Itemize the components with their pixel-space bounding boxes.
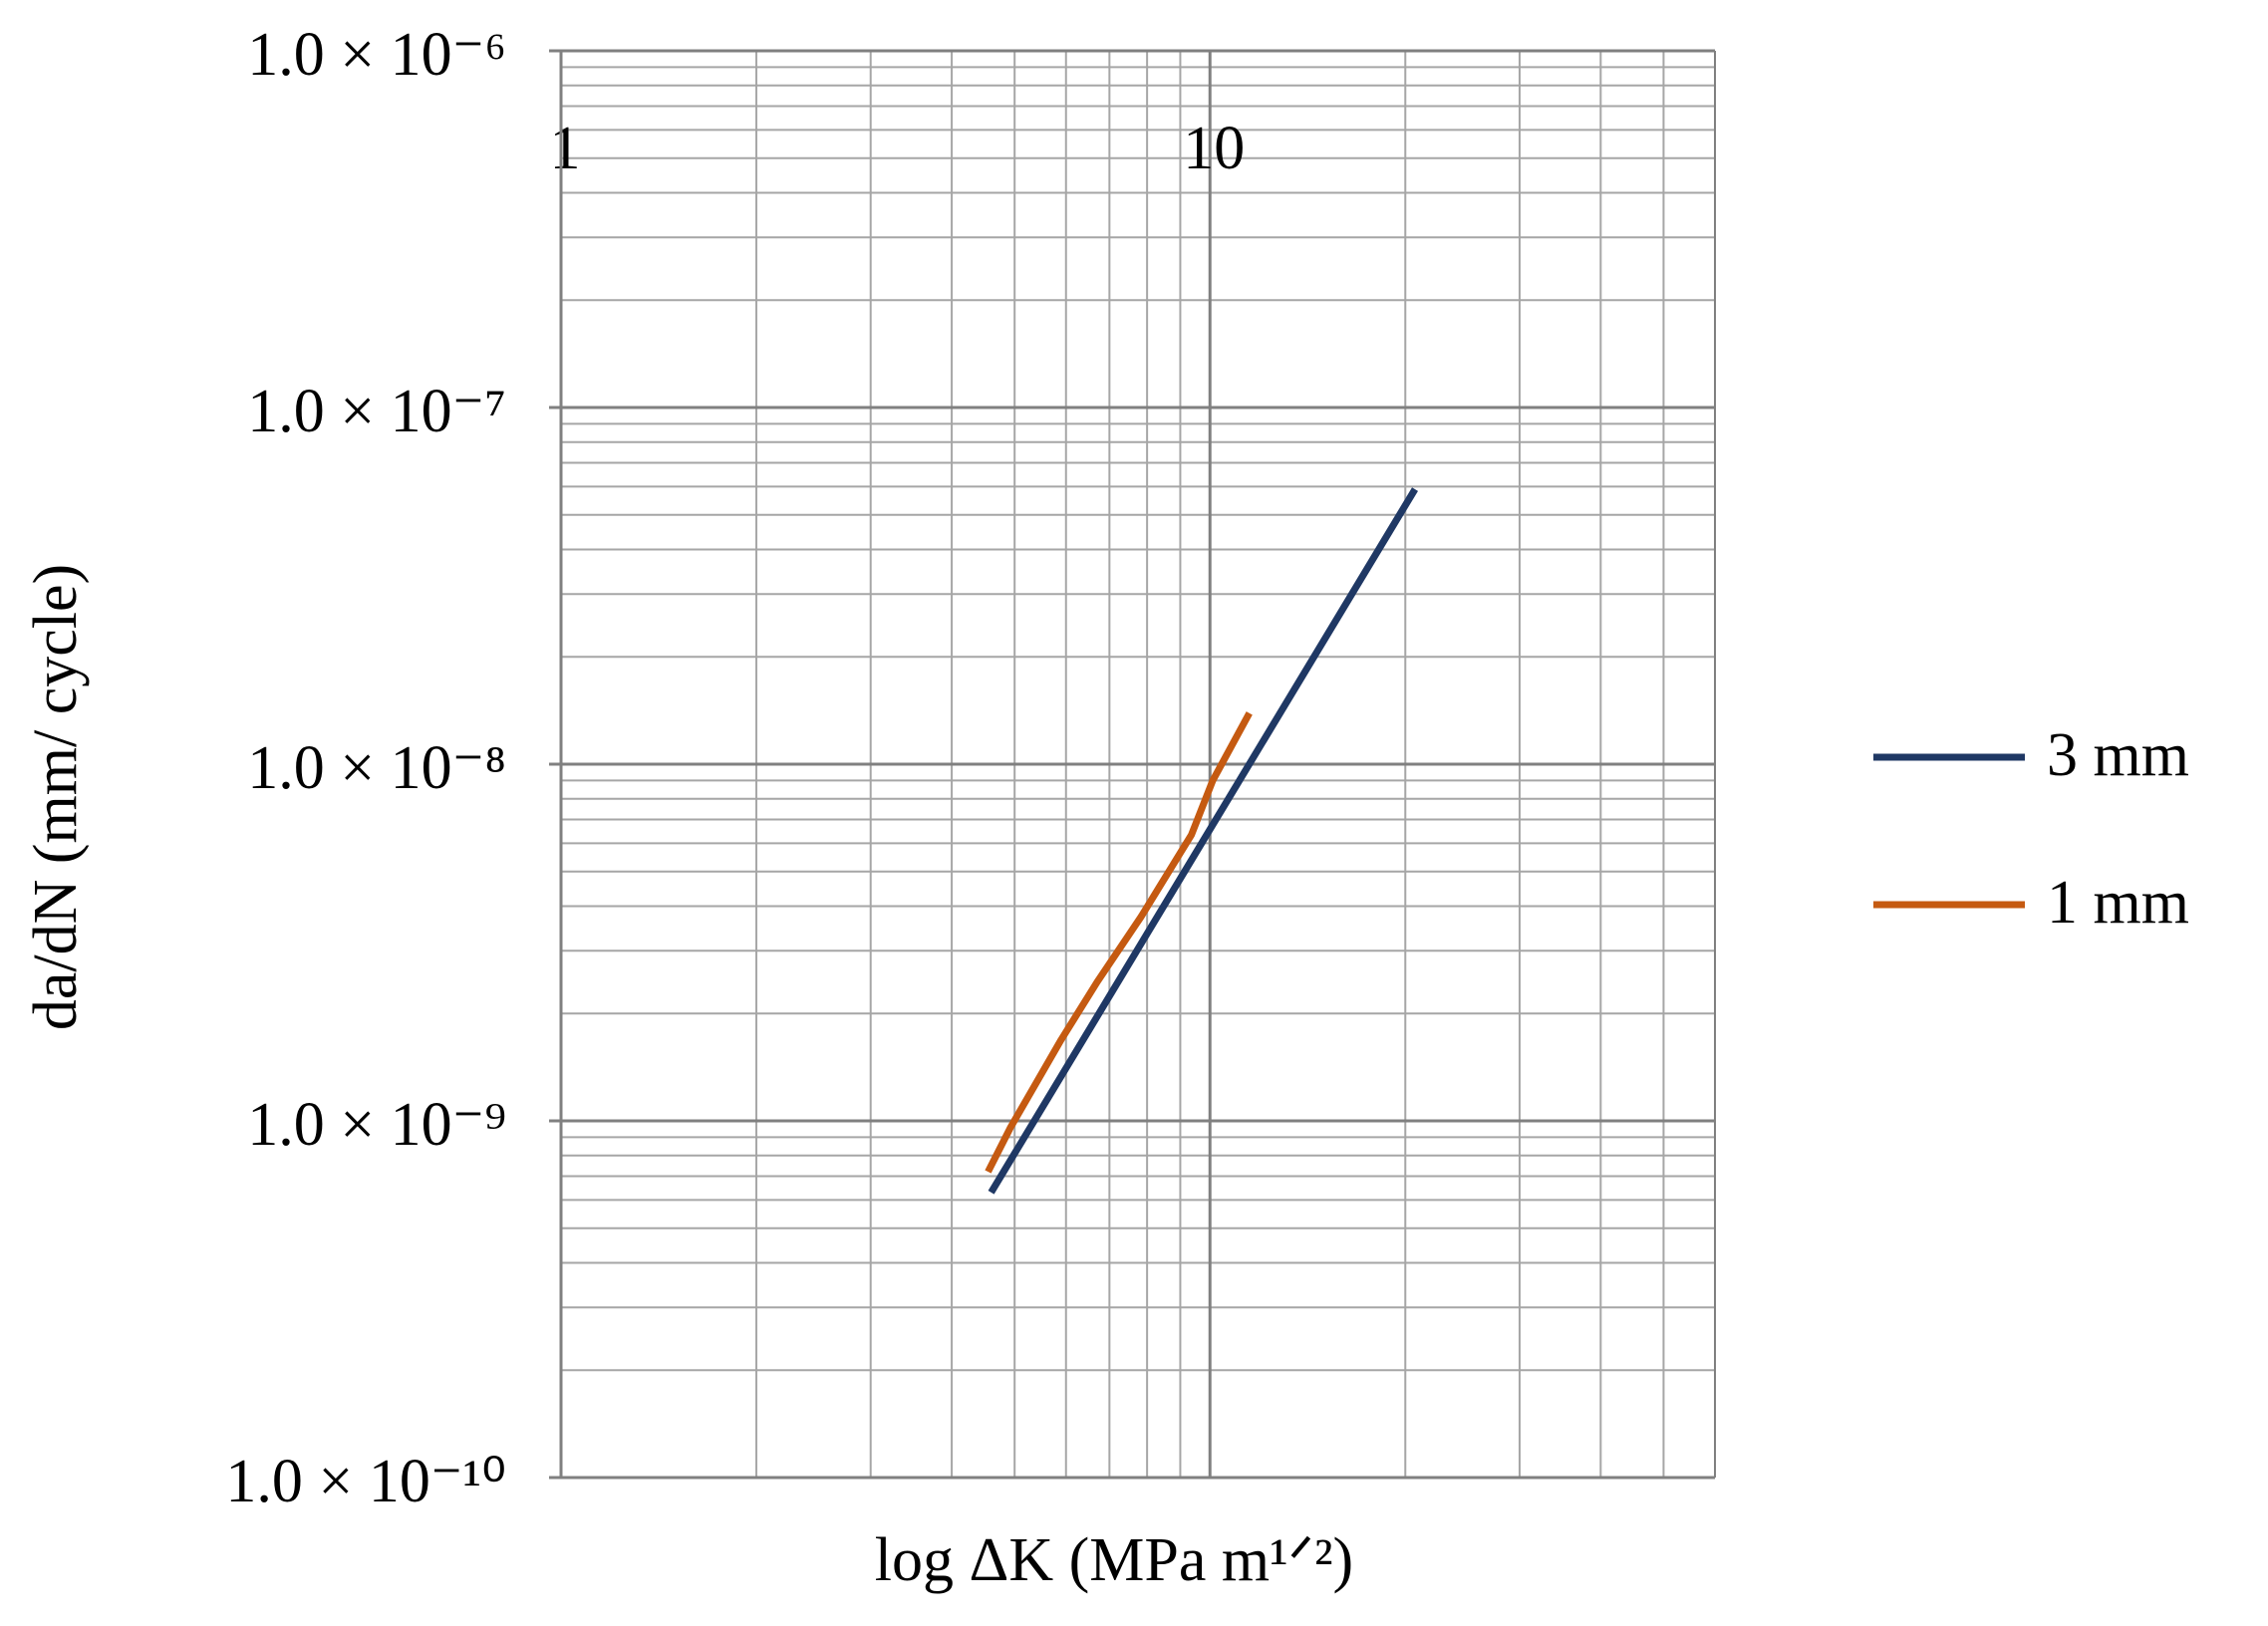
legend-label: 3 mm	[2047, 721, 2189, 789]
y-tick-label: 1.0 × 10⁻⁶	[247, 21, 506, 89]
legend-label: 1 mm	[2047, 869, 2189, 937]
y-tick-label: 1.0 × 10⁻⁸	[247, 734, 506, 802]
x-tick-label: 1	[550, 115, 581, 182]
series-line	[985, 711, 1253, 1174]
y-tick-label: 1.0 × 10⁻¹⁰	[225, 1448, 506, 1515]
y-axis-label: da/dN (mm/ cycle)	[22, 564, 90, 1030]
series-line	[988, 487, 1419, 1195]
y-tick-label: 1.0 × 10⁻⁹	[247, 1091, 506, 1159]
y-tick-label: 1.0 × 10⁻⁷	[247, 378, 506, 445]
x-axis-label: log ΔK (MPa m¹ᐟ²)	[875, 1526, 1353, 1594]
x-tick-label: 10	[1183, 115, 1245, 182]
